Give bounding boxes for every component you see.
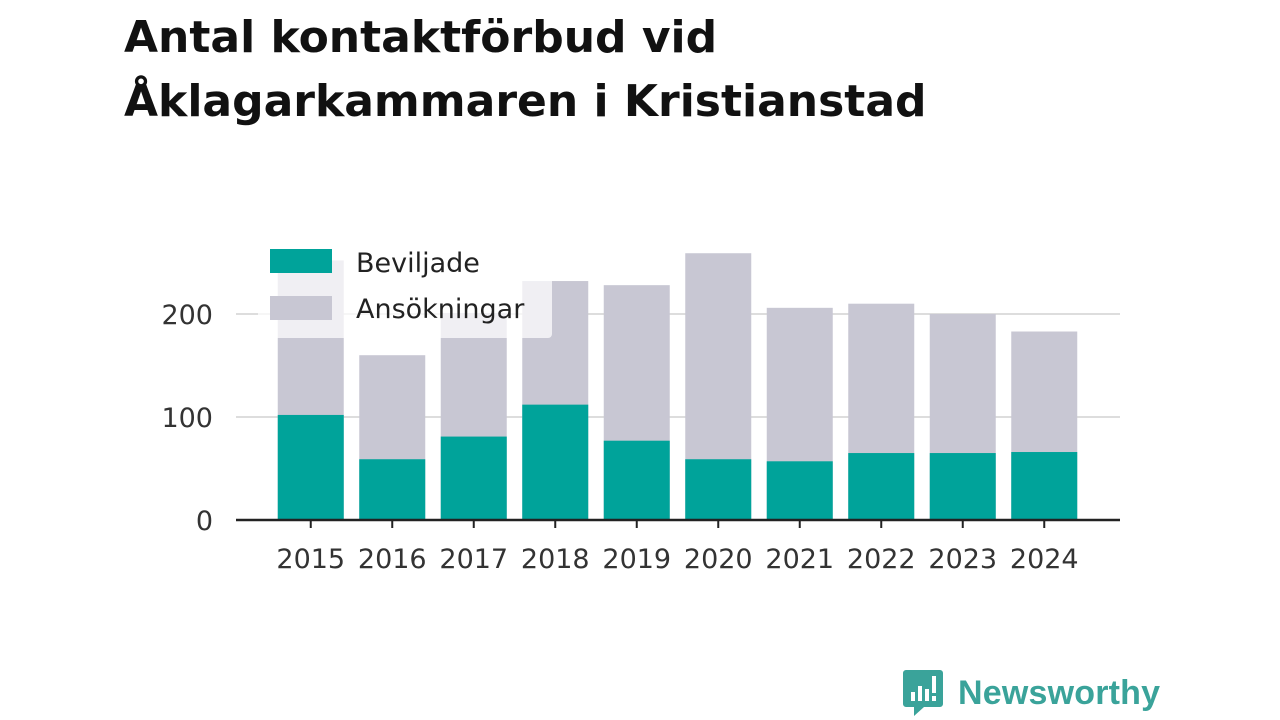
x-tick-label-2019: 2019 [602,544,671,575]
chart-title-line-2: Åklagarkammaren i Kristianstad [124,76,927,127]
bar-beviljade-2019 [603,440,670,520]
x-tick-label-2018: 2018 [521,544,590,575]
brand: Newsworthy [902,668,1160,718]
x-tick-label-2015: 2015 [276,544,345,575]
chart-title: Antal kontaktförbud vid Åklagarkammaren … [124,6,1124,134]
y-tick-label-100: 100 [161,403,213,434]
x-tick-label-2023: 2023 [928,544,997,575]
legend-swatch-beviljade [270,249,332,273]
bar-beviljade-2020 [685,459,752,520]
y-tick-label-0: 0 [196,506,213,537]
bar-beviljade-2018 [522,404,589,520]
legend-swatch-ansokningar [270,296,332,320]
bar-beviljade-2022 [848,453,915,520]
bar-beviljade-2023 [929,453,996,520]
x-tick-label-2022: 2022 [847,544,916,575]
legend-label-beviljade: Beviljade [356,248,480,279]
x-tick-label-2021: 2021 [765,544,834,575]
bar-beviljade-2024 [1011,452,1078,520]
x-tick-label-2020: 2020 [684,544,753,575]
brand-name: Newsworthy [958,673,1161,712]
x-tick-label-2016: 2016 [358,544,427,575]
chart-title-line-1: Antal kontaktförbud vid [124,12,718,63]
newsworthy-logo-icon [903,670,943,716]
y-tick-label-200: 200 [161,300,213,331]
bar-beviljade-2015 [277,414,344,520]
bar-beviljade-2021 [766,461,833,520]
bar-beviljade-2016 [359,459,426,520]
bar-beviljade-2017 [440,436,507,520]
x-tick-label-2017: 2017 [439,544,508,575]
legend-label-ansokningar: Ansökningar [356,294,525,325]
x-tick-label-2024: 2024 [1010,544,1079,575]
